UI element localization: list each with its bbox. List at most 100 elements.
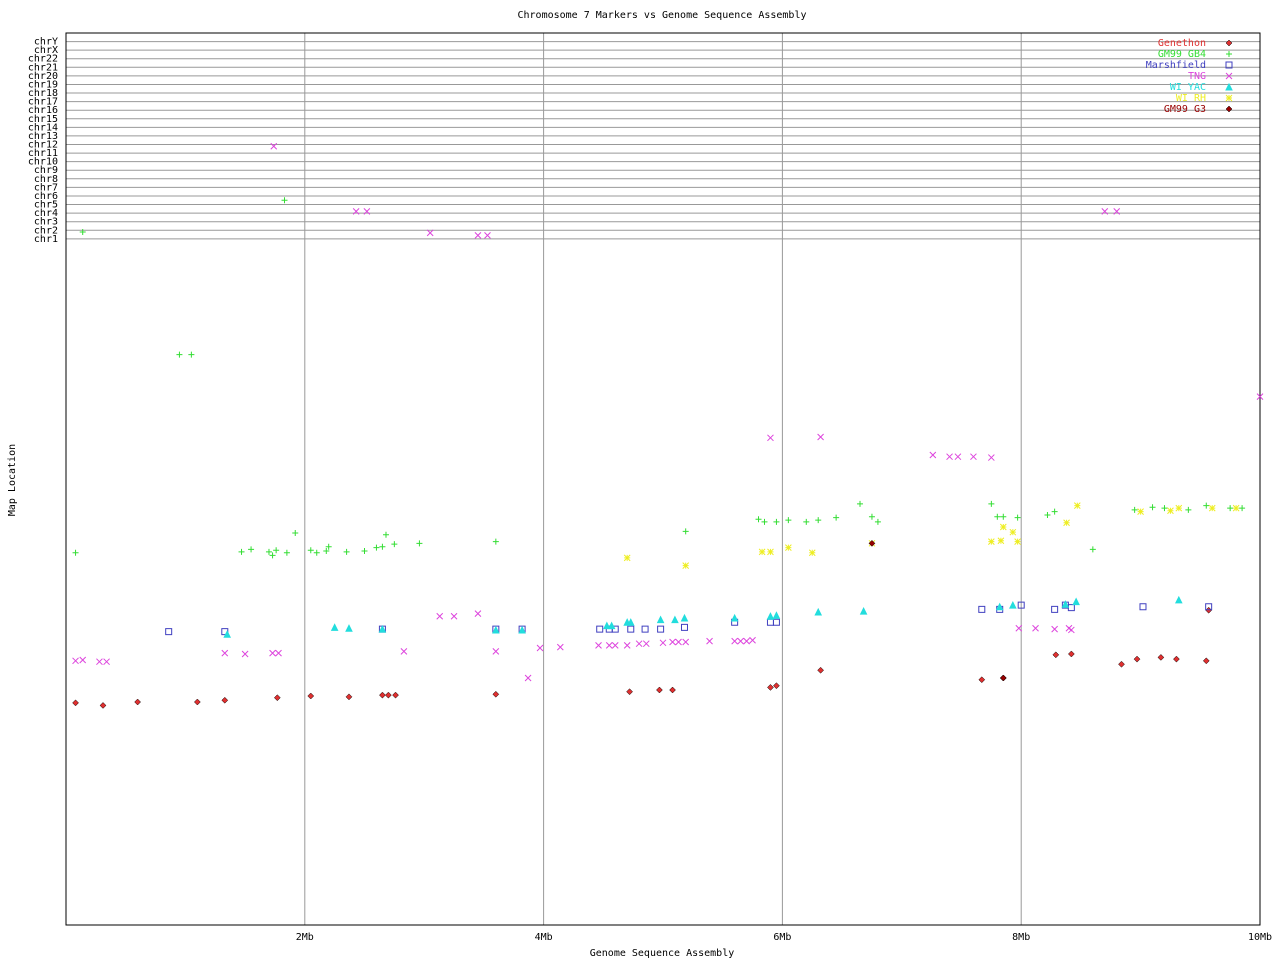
legend-marker (1225, 82, 1233, 91)
point (1051, 605, 1059, 613)
point (874, 518, 881, 525)
legend-marker (1225, 105, 1233, 113)
chart-title: Chromosome 7 Markers vs Genome Sequence … (518, 10, 807, 21)
point (946, 453, 953, 461)
point (596, 625, 604, 633)
y-tick-label: chr12 (28, 140, 58, 151)
point (385, 691, 392, 699)
point (330, 623, 339, 631)
point (682, 638, 690, 646)
y-tick-label: chr4 (34, 208, 58, 219)
point (623, 642, 631, 649)
point (999, 674, 1007, 682)
point (1067, 650, 1075, 658)
point (737, 637, 744, 645)
point (669, 638, 676, 646)
point (611, 642, 619, 649)
point (595, 642, 602, 649)
point (641, 625, 649, 633)
y-axis-label: Map Location (7, 444, 18, 516)
point (1137, 508, 1144, 515)
point (761, 518, 768, 525)
point (868, 513, 875, 520)
point (72, 549, 79, 556)
point (767, 684, 774, 691)
point (626, 688, 633, 696)
point (474, 610, 482, 618)
point (379, 691, 386, 699)
point (682, 528, 689, 535)
point (773, 682, 780, 690)
point (556, 643, 564, 651)
point (536, 644, 544, 652)
legend-label: TNG (1188, 71, 1206, 82)
point (1239, 505, 1246, 512)
point (987, 538, 995, 545)
point (772, 618, 780, 626)
point (1067, 626, 1075, 634)
point (731, 637, 738, 645)
point (343, 548, 350, 555)
point (1205, 603, 1213, 611)
point (767, 548, 774, 556)
point (987, 454, 995, 461)
point (1072, 597, 1080, 606)
point (1067, 604, 1075, 612)
point (275, 649, 282, 657)
point (868, 539, 876, 547)
point (743, 637, 750, 645)
point (450, 612, 458, 620)
point (706, 637, 713, 645)
point (680, 623, 688, 631)
y-tick-label: chr7 (34, 182, 58, 193)
point (223, 630, 231, 638)
point (492, 648, 500, 655)
y-tick-label: chr3 (34, 217, 58, 228)
point (307, 547, 314, 554)
point (221, 649, 229, 657)
point (970, 453, 977, 461)
x-tick-label: 6Mb (773, 932, 791, 943)
point (238, 548, 245, 555)
point (749, 636, 756, 644)
point (281, 197, 288, 204)
point (269, 649, 276, 657)
point (188, 351, 195, 358)
y-tick-label: chr19 (28, 79, 58, 90)
point (361, 548, 368, 555)
legend-marker (1226, 51, 1232, 57)
point (680, 613, 689, 622)
y-tick-label: chr8 (34, 174, 58, 185)
point (1161, 505, 1168, 512)
x-tick-label: 4Mb (535, 932, 553, 943)
point (1202, 657, 1210, 665)
point (657, 625, 665, 633)
x-tick-label: 2Mb (296, 932, 314, 943)
point (436, 612, 444, 620)
point (96, 658, 103, 666)
point (269, 552, 276, 559)
point (1232, 504, 1240, 512)
y-tick-label: chrX (34, 45, 58, 56)
point (1203, 502, 1210, 509)
point (392, 691, 399, 699)
x-tick-label: 8Mb (1012, 932, 1030, 943)
point (1133, 655, 1141, 663)
point (221, 696, 229, 704)
point (999, 523, 1007, 531)
point (817, 433, 824, 441)
point (265, 548, 272, 555)
y-tick-label: chr9 (34, 165, 58, 176)
point (1015, 624, 1023, 632)
point (605, 642, 613, 649)
point (352, 208, 360, 215)
point (730, 613, 739, 622)
y-tick-label: chr2 (34, 225, 58, 236)
point (1101, 208, 1109, 215)
point (988, 500, 995, 507)
legend-label: Marshfield (1146, 60, 1206, 71)
point (363, 208, 371, 215)
point (99, 702, 107, 709)
